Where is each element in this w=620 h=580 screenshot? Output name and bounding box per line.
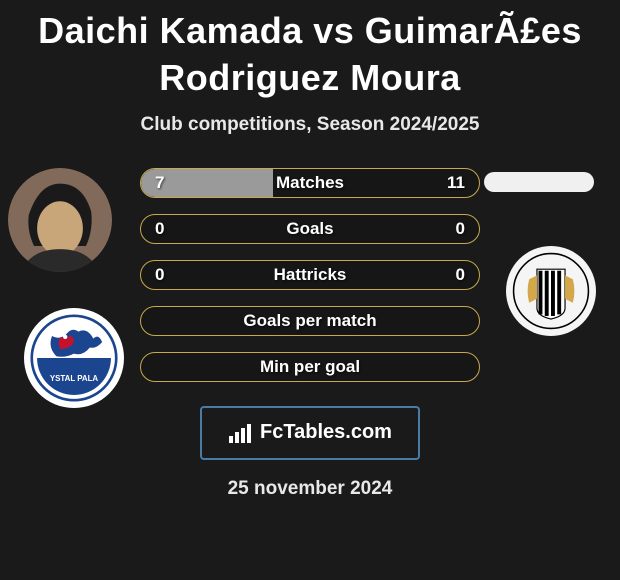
stat-row: Goals0 0 (140, 214, 480, 244)
stat-rows: Matches711Goals00Hattricks00Goals per ma… (140, 168, 480, 398)
player-left-photo (8, 168, 112, 272)
player-left-club-logo: YSTAL PALA (24, 308, 124, 408)
stat-row-value-right: 0 (456, 261, 465, 289)
stat-row: Hattricks0 0 (140, 260, 480, 290)
stat-row-label: Min per goal (141, 353, 479, 381)
stat-row: Goals per match (140, 306, 480, 336)
stat-row-label: Hattricks (141, 261, 479, 289)
chart-icon (228, 422, 254, 444)
stat-row-value-left: 7 (155, 169, 164, 197)
stats-area: YSTAL PALA Matches711Goals00Hattricks00G… (0, 168, 620, 398)
stat-row-label: Matches (141, 169, 479, 197)
brand-text: FcTables.com (260, 421, 392, 444)
stat-row-value-right: 0 (456, 215, 465, 243)
stat-row: Min per goal (140, 352, 480, 382)
stat-row-label: Goals (141, 215, 479, 243)
stat-row-value-left: 0 (155, 215, 164, 243)
player-right-indicator (484, 172, 594, 192)
player-right-club-logo (506, 246, 596, 336)
svg-text:YSTAL PALA: YSTAL PALA (50, 373, 99, 382)
stat-row: Matches7 11 (140, 168, 480, 198)
stat-row-value-left: 0 (155, 261, 164, 289)
brand-badge: FcTables.com (200, 406, 420, 460)
comparison-subtitle: Club competitions, Season 2024/2025 (0, 114, 620, 136)
stat-row-value-right: 11 (447, 169, 465, 197)
comparison-title: Daichi Kamada vs GuimarÃ£es Rodriguez Mo… (0, 0, 620, 102)
date-text: 25 november 2024 (0, 478, 620, 500)
stat-row-label: Goals per match (141, 307, 479, 335)
